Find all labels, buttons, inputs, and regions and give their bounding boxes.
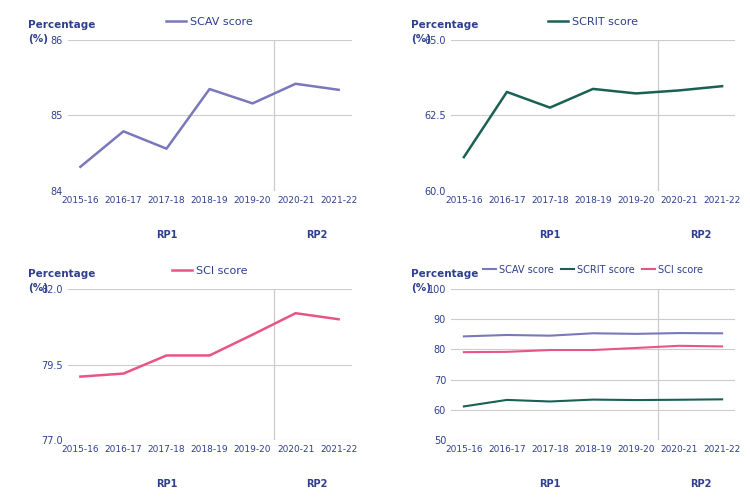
Legend: SCI score: SCI score — [167, 262, 252, 280]
Legend: SCRIT score: SCRIT score — [543, 12, 643, 31]
Text: Percentage: Percentage — [28, 20, 95, 30]
Text: Percentage: Percentage — [411, 20, 478, 30]
Text: (%): (%) — [28, 34, 48, 44]
Text: RP1: RP1 — [156, 479, 177, 489]
Text: RP2: RP2 — [690, 230, 711, 240]
Legend: SCAV score: SCAV score — [161, 12, 257, 31]
Text: RP1: RP1 — [539, 230, 561, 240]
Text: RP2: RP2 — [307, 230, 328, 240]
Text: Percentage: Percentage — [411, 270, 478, 280]
Text: (%): (%) — [411, 34, 431, 44]
Text: Percentage: Percentage — [28, 270, 95, 280]
Text: RP1: RP1 — [156, 230, 177, 240]
Text: RP1: RP1 — [539, 479, 561, 489]
Text: RP2: RP2 — [307, 479, 328, 489]
Legend: SCAV score, SCRIT score, SCI score: SCAV score, SCRIT score, SCI score — [478, 260, 707, 278]
Text: RP2: RP2 — [690, 479, 711, 489]
Text: (%): (%) — [411, 283, 431, 293]
Text: (%): (%) — [28, 283, 48, 293]
